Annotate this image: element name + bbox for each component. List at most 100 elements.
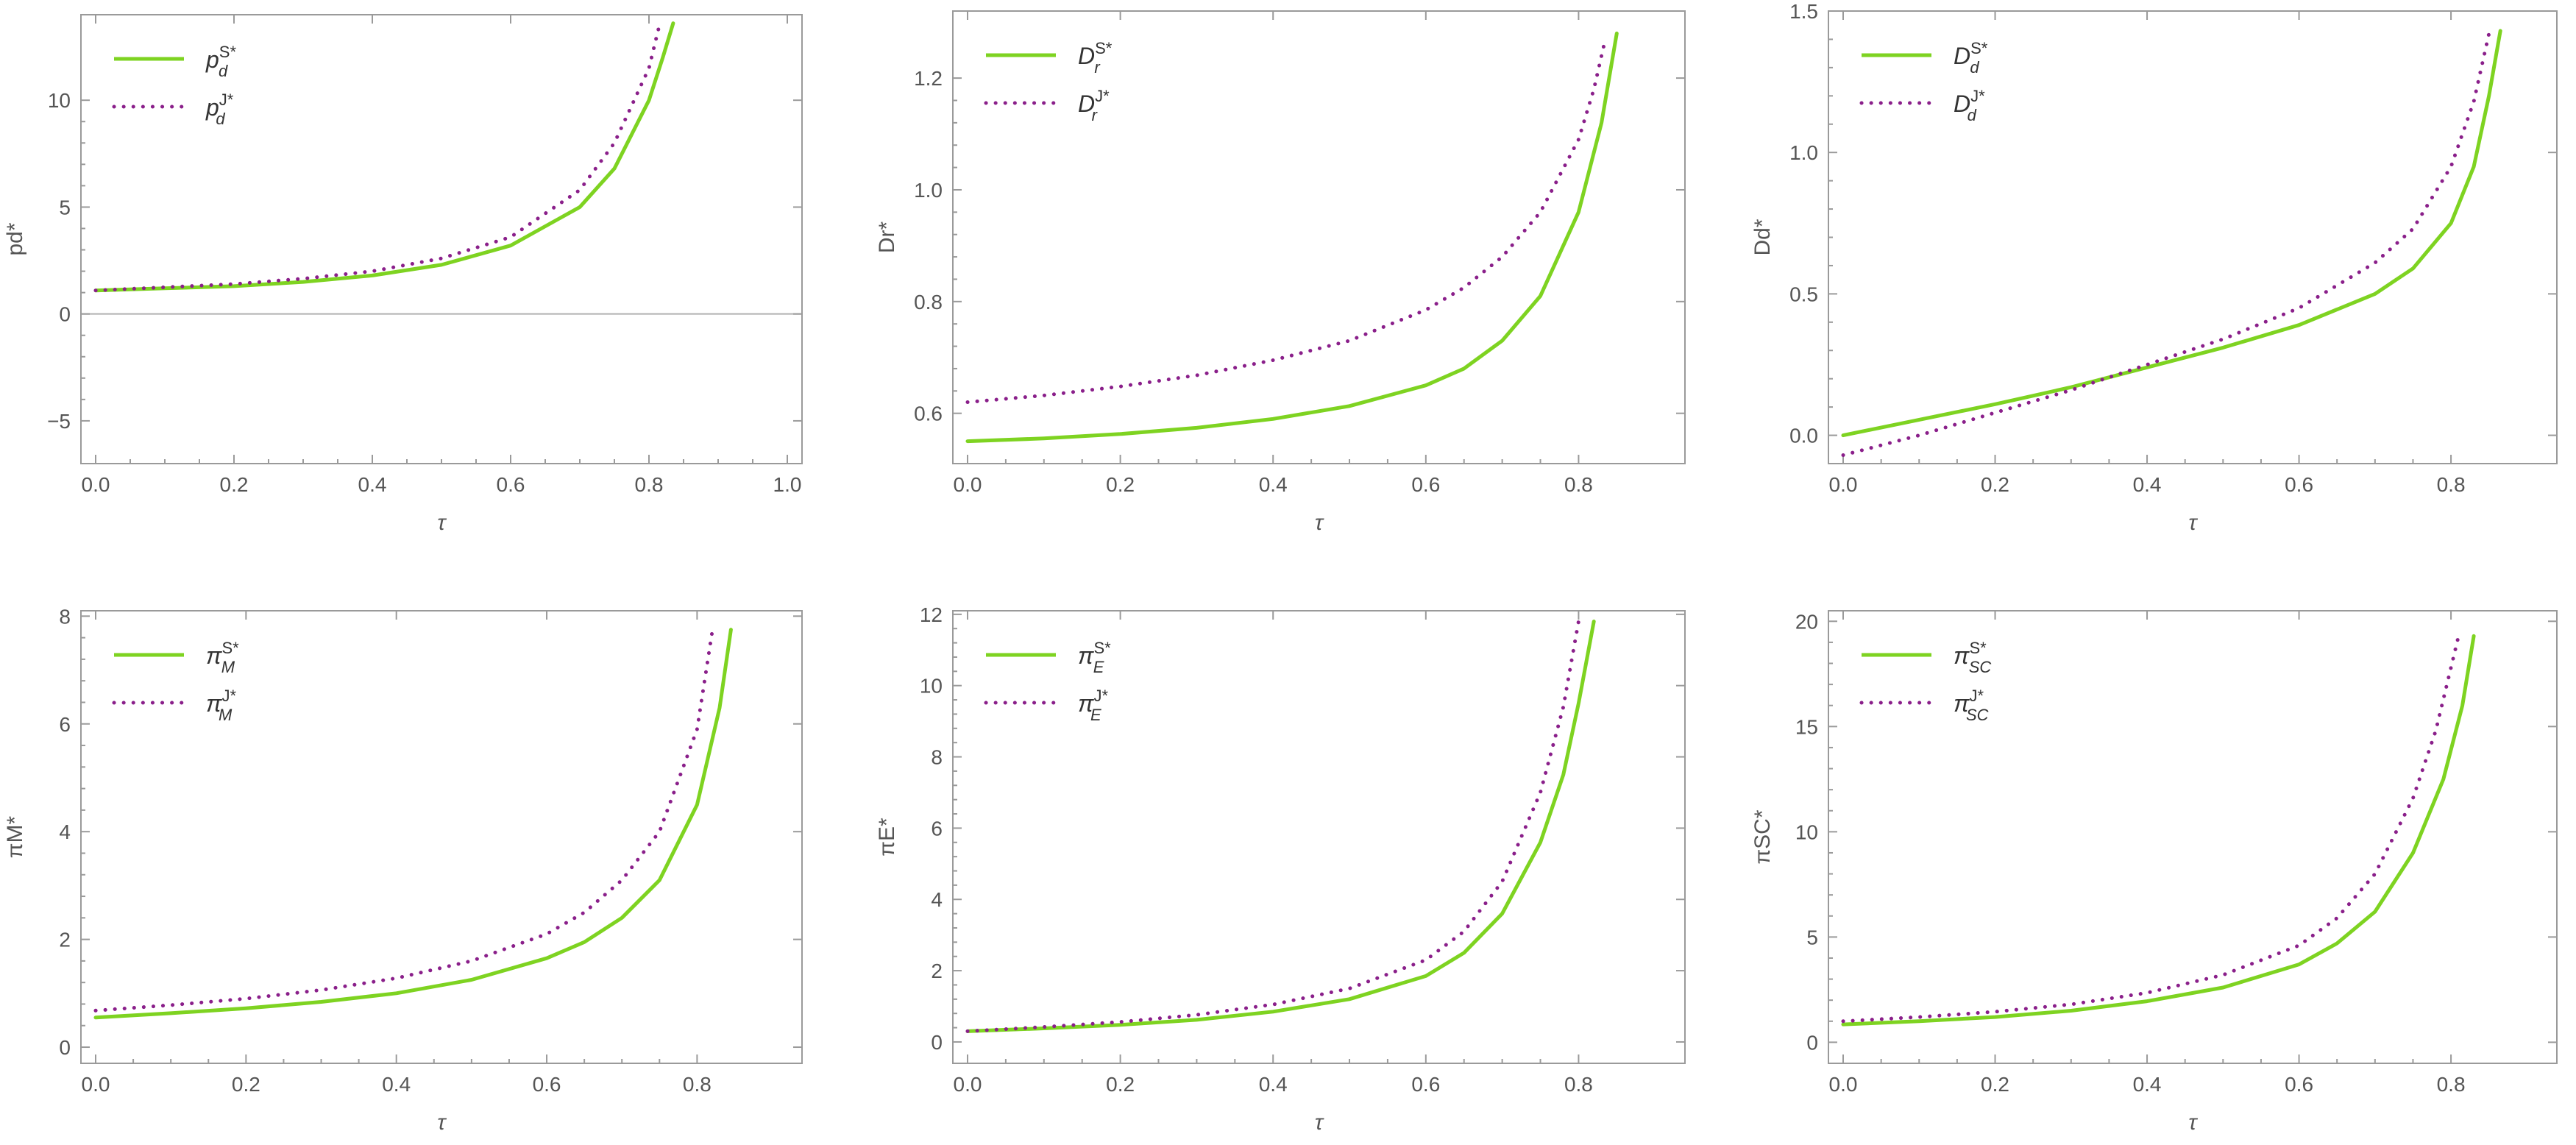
y-tick-label: −5	[47, 410, 71, 433]
y-tick-label: 0	[1806, 1031, 1818, 1054]
legend: πS* E πJ* E	[984, 639, 1111, 724]
y-axis-label: pd*	[3, 222, 27, 255]
x-tick-label: 0.6	[497, 473, 525, 496]
series-line-pdJ*	[93, 24, 661, 293]
x-tick-label: 0.2	[220, 473, 249, 496]
plot-frame	[1828, 10, 2558, 464]
y-tick-label: 0.0	[1789, 425, 1818, 447]
plot-frame	[952, 610, 1686, 1064]
y-tick-label: 1.0	[914, 179, 943, 202]
legend: DS* d DJ* d	[1859, 39, 1988, 124]
y-tick-label: 1.0	[1789, 141, 1818, 164]
series-line-DdJ*	[1841, 32, 2491, 457]
chart-panel-4: 0.0 0.2 0.4 0.6 0.8 0 2 4 6 8 τ πM* πS* M πJ* M	[3, 605, 803, 1135]
x-axis-label: τ	[2188, 511, 2198, 535]
x-tick-label: 0.2	[1981, 473, 2009, 496]
legend-entry-1: πS* SC	[1954, 639, 1991, 676]
x-tick-label: 0.2	[232, 1073, 260, 1096]
x-tick-label: 0.8	[1564, 473, 1593, 496]
x-axis-label: τ	[1315, 511, 1324, 535]
y-tick-label: 2	[59, 929, 71, 951]
x-axis-label: τ	[2188, 1110, 2198, 1135]
chart-panel-1: 0.0 0.2 0.4 0.6 0.8 1.0 −5 0 5 10 τ pd* pS* d pJ* d	[3, 14, 803, 535]
y-tick-label: 10	[920, 675, 943, 698]
y-tick-label: 0.6	[914, 403, 943, 425]
x-tick-label: 0.2	[1981, 1073, 2009, 1096]
x-tick-label: 0.2	[1106, 473, 1135, 496]
legend-entry-1: DS* d	[1954, 39, 1988, 77]
y-tick-label: 8	[931, 746, 943, 769]
y-tick-label: 0	[931, 1031, 943, 1054]
legend-entry-1: pS* d	[205, 43, 236, 80]
legend-entry-1: πS* M	[206, 639, 239, 676]
x-tick-label: 0.8	[683, 1073, 712, 1096]
legend: πS* M πJ* M	[112, 639, 239, 724]
x-tick-label: 0.2	[1106, 1073, 1135, 1096]
y-axis-label: πSC*	[1750, 809, 1775, 864]
y-tick-label: 4	[931, 888, 943, 911]
x-tick-label: 0.8	[2437, 1073, 2466, 1096]
plot-frame	[80, 14, 803, 464]
y-tick-label: 15	[1795, 715, 1818, 738]
x-tick-label: 0.8	[2437, 473, 2466, 496]
x-tick-label: 0.0	[954, 1073, 982, 1096]
x-tick-label: 0.6	[533, 1073, 561, 1096]
y-tick-label: 5	[1806, 926, 1818, 949]
series-line-DrJ*	[965, 37, 1608, 404]
x-tick-label: 1.0	[773, 473, 802, 496]
x-tick-label: 0.0	[954, 473, 982, 496]
y-tick-label: 0.5	[1789, 283, 1818, 305]
y-axis-label: πE*	[875, 818, 899, 857]
series-line-DdS*	[1841, 29, 2502, 438]
series-line-πMS*	[93, 628, 733, 1020]
legend-entry-1: πS* E	[1078, 639, 1111, 676]
x-tick-label: 0.4	[382, 1073, 411, 1096]
y-axis-label: Dd*	[1750, 219, 1775, 255]
y-tick-label: 10	[1795, 820, 1818, 843]
chart-panel-2: 0.0 0.2 0.4 0.6 0.8 0.6 0.8 1.0 1.2 τ Dr* DS* r DJ* r	[875, 10, 1686, 535]
legend: πS* SC πJ* SC	[1859, 639, 1991, 724]
y-tick-label: 2	[931, 960, 943, 982]
y-tick-label: 0.8	[914, 291, 943, 313]
legend-entry-2: pJ* d	[205, 91, 234, 128]
y-axis-label: πM*	[3, 815, 27, 858]
y-tick-label: 0	[59, 1036, 71, 1059]
series-line-πMJ*	[93, 630, 714, 1013]
x-tick-label: 0.6	[1411, 473, 1440, 496]
x-tick-label: 0.4	[2133, 1073, 2162, 1096]
x-tick-label: 0.0	[82, 473, 110, 496]
series-line-πSCJ*	[1841, 634, 2460, 1024]
chart-panel-5: 0.0 0.2 0.4 0.6 0.8 0 2 4 6 8 10 12 τ πE* πS* E πJ* E	[875, 603, 1686, 1135]
x-tick-label: 0.4	[2133, 473, 2162, 496]
y-tick-label: 20	[1795, 610, 1818, 633]
legend: DS* r DJ* r	[984, 39, 1113, 124]
x-axis-label: τ	[437, 1110, 447, 1135]
x-tick-label: 0.0	[82, 1073, 110, 1096]
y-tick-label: 12	[920, 603, 943, 626]
y-axis-label: Dr*	[875, 221, 899, 254]
series-line-πSCS*	[1841, 634, 2476, 1027]
y-tick-label: 10	[48, 89, 71, 112]
x-tick-label: 0.8	[1564, 1073, 1593, 1096]
x-tick-label: 0.4	[358, 473, 387, 496]
series-line-DrS*	[965, 31, 1619, 444]
x-axis-label: τ	[1315, 1110, 1324, 1135]
series-line-πEJ*	[965, 620, 1580, 1033]
y-tick-label: 1.2	[914, 67, 943, 90]
chart-panel-6: 0.0 0.2 0.4 0.6 0.8 0 5 10 15 20 τ πSC* πS* SC πJ* SC	[1750, 610, 2558, 1135]
legend: pS* d pJ* d	[112, 43, 236, 128]
series-line-pdS*	[93, 21, 675, 293]
x-tick-label: 0.8	[635, 473, 664, 496]
chart-panel-3: 0.0 0.2 0.4 0.6 0.8 0.0 0.5 1.0 1.5 τ Dd* DS* d DJ* d	[1750, 0, 2558, 535]
y-tick-label: 6	[59, 713, 71, 736]
legend-entry-2: DJ* d	[1954, 87, 1985, 124]
legend-entry-2: πJ* E	[1078, 687, 1108, 724]
y-tick-label: 6	[931, 817, 943, 840]
legend-entry-2: πJ* M	[206, 687, 236, 724]
x-tick-label: 0.0	[1829, 473, 1858, 496]
series-line-πES*	[965, 620, 1596, 1033]
y-tick-label: 5	[59, 196, 71, 219]
x-tick-label: 0.0	[1829, 1073, 1858, 1096]
y-tick-label: 1.5	[1789, 0, 1818, 23]
